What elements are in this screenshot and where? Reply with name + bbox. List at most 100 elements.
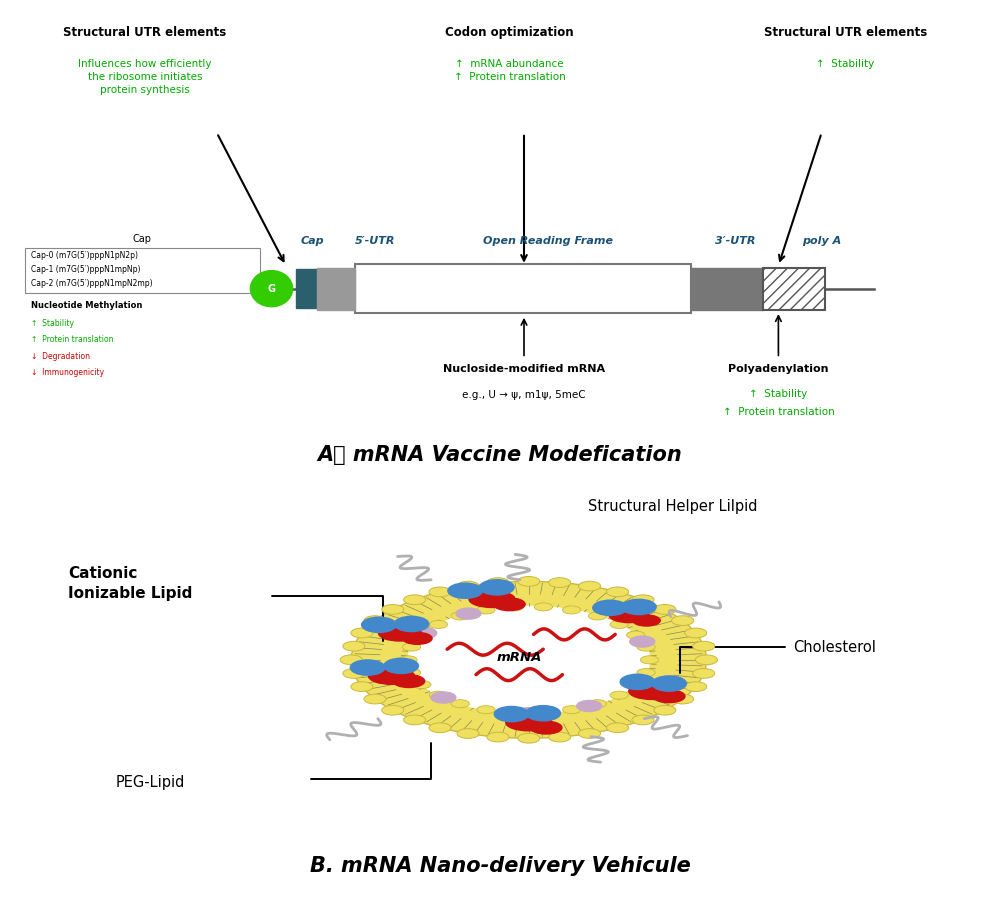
Text: Cap-2 (m7G(5′)pppN1mpN2mp): Cap-2 (m7G(5′)pppN1mpN2mp) — [31, 279, 152, 288]
Ellipse shape — [403, 632, 432, 644]
Ellipse shape — [351, 582, 706, 738]
Circle shape — [457, 581, 479, 591]
Text: ↓  Immunogenicity: ↓ Immunogenicity — [31, 368, 104, 377]
FancyBboxPatch shape — [296, 269, 317, 308]
Circle shape — [610, 621, 628, 629]
Circle shape — [593, 600, 627, 615]
Circle shape — [630, 636, 655, 647]
Circle shape — [382, 604, 404, 614]
Text: Cap: Cap — [301, 236, 325, 246]
Circle shape — [340, 655, 362, 665]
Circle shape — [480, 580, 514, 595]
FancyBboxPatch shape — [25, 248, 260, 293]
Text: poly A: poly A — [802, 236, 841, 246]
Circle shape — [429, 621, 448, 629]
Text: Structural UTR elements: Structural UTR elements — [764, 26, 927, 40]
Circle shape — [549, 732, 571, 742]
Circle shape — [632, 715, 654, 725]
Circle shape — [549, 577, 571, 587]
Circle shape — [607, 587, 629, 597]
Circle shape — [429, 587, 451, 597]
Circle shape — [563, 606, 581, 614]
Circle shape — [456, 608, 481, 619]
Text: Codon optimization: Codon optimization — [445, 26, 574, 40]
Circle shape — [518, 733, 540, 743]
Text: ↑  mRNA abundance
↑  Protein translation: ↑ mRNA abundance ↑ Protein translation — [454, 59, 565, 82]
Circle shape — [431, 692, 456, 703]
Circle shape — [610, 691, 628, 699]
Text: G: G — [268, 283, 276, 294]
Text: ↑  Stability: ↑ Stability — [31, 319, 74, 328]
Circle shape — [534, 709, 552, 717]
Circle shape — [534, 603, 552, 611]
Text: PEG-Lipid: PEG-Lipid — [116, 775, 185, 790]
Text: Structural UTR elements: Structural UTR elements — [63, 26, 226, 40]
Text: ↑  Protein translation: ↑ Protein translation — [31, 336, 113, 345]
Circle shape — [505, 603, 523, 611]
Circle shape — [652, 676, 686, 691]
Text: Nucleotide Methylation: Nucleotide Methylation — [31, 301, 142, 310]
Circle shape — [429, 691, 448, 699]
Ellipse shape — [393, 675, 425, 687]
Ellipse shape — [469, 591, 515, 607]
Circle shape — [672, 616, 694, 625]
Ellipse shape — [629, 683, 675, 699]
Text: Nucloside-modified mRNA: Nucloside-modified mRNA — [443, 364, 605, 374]
Circle shape — [637, 643, 655, 651]
Circle shape — [343, 641, 365, 651]
Circle shape — [250, 271, 293, 307]
Circle shape — [404, 715, 426, 725]
Circle shape — [350, 660, 385, 676]
Circle shape — [343, 668, 365, 678]
FancyBboxPatch shape — [763, 268, 825, 309]
Circle shape — [429, 723, 451, 732]
Circle shape — [654, 604, 676, 614]
Circle shape — [632, 594, 654, 604]
FancyBboxPatch shape — [691, 268, 763, 309]
Circle shape — [579, 729, 601, 739]
Circle shape — [351, 628, 373, 638]
Circle shape — [607, 723, 629, 732]
Circle shape — [351, 682, 373, 692]
Circle shape — [477, 705, 495, 713]
Circle shape — [672, 695, 694, 704]
Text: 5′-UTR: 5′-UTR — [355, 236, 395, 246]
Circle shape — [622, 599, 656, 614]
Text: Cholesterol: Cholesterol — [793, 640, 876, 655]
Circle shape — [640, 656, 659, 664]
Circle shape — [394, 616, 429, 631]
FancyBboxPatch shape — [355, 264, 691, 313]
Circle shape — [451, 612, 469, 620]
Circle shape — [494, 706, 529, 722]
Circle shape — [588, 700, 607, 708]
Circle shape — [577, 701, 602, 712]
Circle shape — [402, 643, 421, 651]
Ellipse shape — [633, 615, 660, 626]
Circle shape — [384, 658, 418, 674]
Circle shape — [382, 705, 404, 715]
Circle shape — [695, 655, 717, 665]
Text: Polyadenylation: Polyadenylation — [728, 364, 829, 374]
Circle shape — [402, 668, 421, 676]
Circle shape — [563, 705, 581, 713]
Circle shape — [487, 732, 509, 742]
Circle shape — [516, 708, 541, 719]
Circle shape — [654, 705, 676, 715]
Circle shape — [693, 668, 715, 678]
Circle shape — [364, 695, 386, 704]
Text: Structural Helper Lilpid: Structural Helper Lilpid — [588, 499, 758, 514]
Circle shape — [412, 628, 437, 639]
Circle shape — [477, 606, 495, 614]
Ellipse shape — [379, 626, 422, 641]
Ellipse shape — [369, 667, 415, 685]
Ellipse shape — [408, 606, 650, 713]
Ellipse shape — [530, 722, 562, 734]
Circle shape — [693, 641, 715, 651]
Text: Influences how efficiently
the ribosome initiates
protein synthesis: Influences how efficiently the ribosome … — [78, 59, 212, 96]
Text: mRNA: mRNA — [497, 651, 542, 664]
Circle shape — [362, 617, 396, 632]
Circle shape — [451, 700, 469, 708]
Circle shape — [579, 581, 601, 591]
Circle shape — [620, 674, 655, 689]
Text: 3′-UTR: 3′-UTR — [715, 236, 755, 246]
